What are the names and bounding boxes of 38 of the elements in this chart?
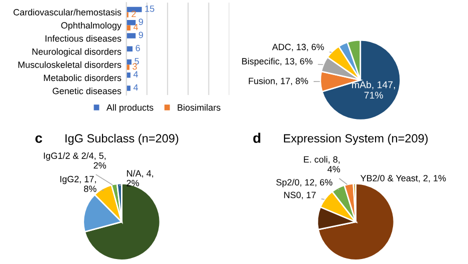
bar bbox=[126, 86, 130, 91]
slice-label: NS0, 17 bbox=[284, 192, 316, 200]
chart-title: IgG Subclass (n=209) bbox=[66, 134, 178, 145]
data-label: 15 bbox=[145, 6, 154, 12]
slice-label: Bispecific, 13, 6% bbox=[242, 58, 312, 66]
slice-label: IgG1/2 & 2/4, 5, 2% bbox=[44, 152, 106, 169]
y-tick-label: Ophthalmology bbox=[61, 22, 122, 30]
bar bbox=[126, 46, 133, 52]
chart-title: Expression System (n=209) bbox=[284, 134, 428, 145]
y-tick-label: Neurological disorders bbox=[32, 48, 122, 57]
y-tick-label: Musculoskeletal disorders bbox=[18, 61, 122, 68]
slice-label: ADC, 13, 6% bbox=[272, 44, 324, 52]
data-label: 6 bbox=[136, 44, 140, 52]
data-label: 4 bbox=[133, 84, 138, 91]
slice-label: N/A, 4, 2% bbox=[126, 170, 154, 186]
legend-label: All products bbox=[106, 104, 154, 113]
text: d bbox=[253, 132, 260, 143]
bar bbox=[126, 33, 136, 38]
slice-label: Sp2/0, 12, 6% bbox=[276, 178, 332, 188]
y-tick-label: Metabolic disorders bbox=[44, 74, 122, 82]
y-tick-label: Cardiovascular/hemostasis bbox=[14, 8, 122, 16]
slice-label: E. coli, 8, 4% bbox=[304, 156, 340, 172]
text: c bbox=[35, 135, 42, 143]
slice-label: Fusion, 17, 8% bbox=[248, 78, 308, 86]
y-tick-label: Infectious diseases bbox=[46, 35, 122, 42]
slice-label: mAb, 147, 71% bbox=[352, 81, 395, 99]
legend-label: Biosimilars bbox=[178, 104, 220, 111]
bar bbox=[126, 25, 130, 30]
slice-label: IgG2, 17, 8% bbox=[60, 176, 96, 192]
data-label: 3 bbox=[132, 63, 137, 70]
slice-label: YB2/0 & Yeast, 2, 1% bbox=[360, 174, 446, 182]
data-label: 2 bbox=[132, 10, 136, 18]
bar bbox=[126, 6, 142, 12]
data-label: 4 bbox=[133, 24, 138, 30]
y-tick-label: Genetic diseases bbox=[52, 88, 122, 94]
data-label: 4 bbox=[133, 71, 138, 78]
data-label: 9 bbox=[138, 18, 143, 26]
data-label: 9 bbox=[138, 32, 143, 38]
